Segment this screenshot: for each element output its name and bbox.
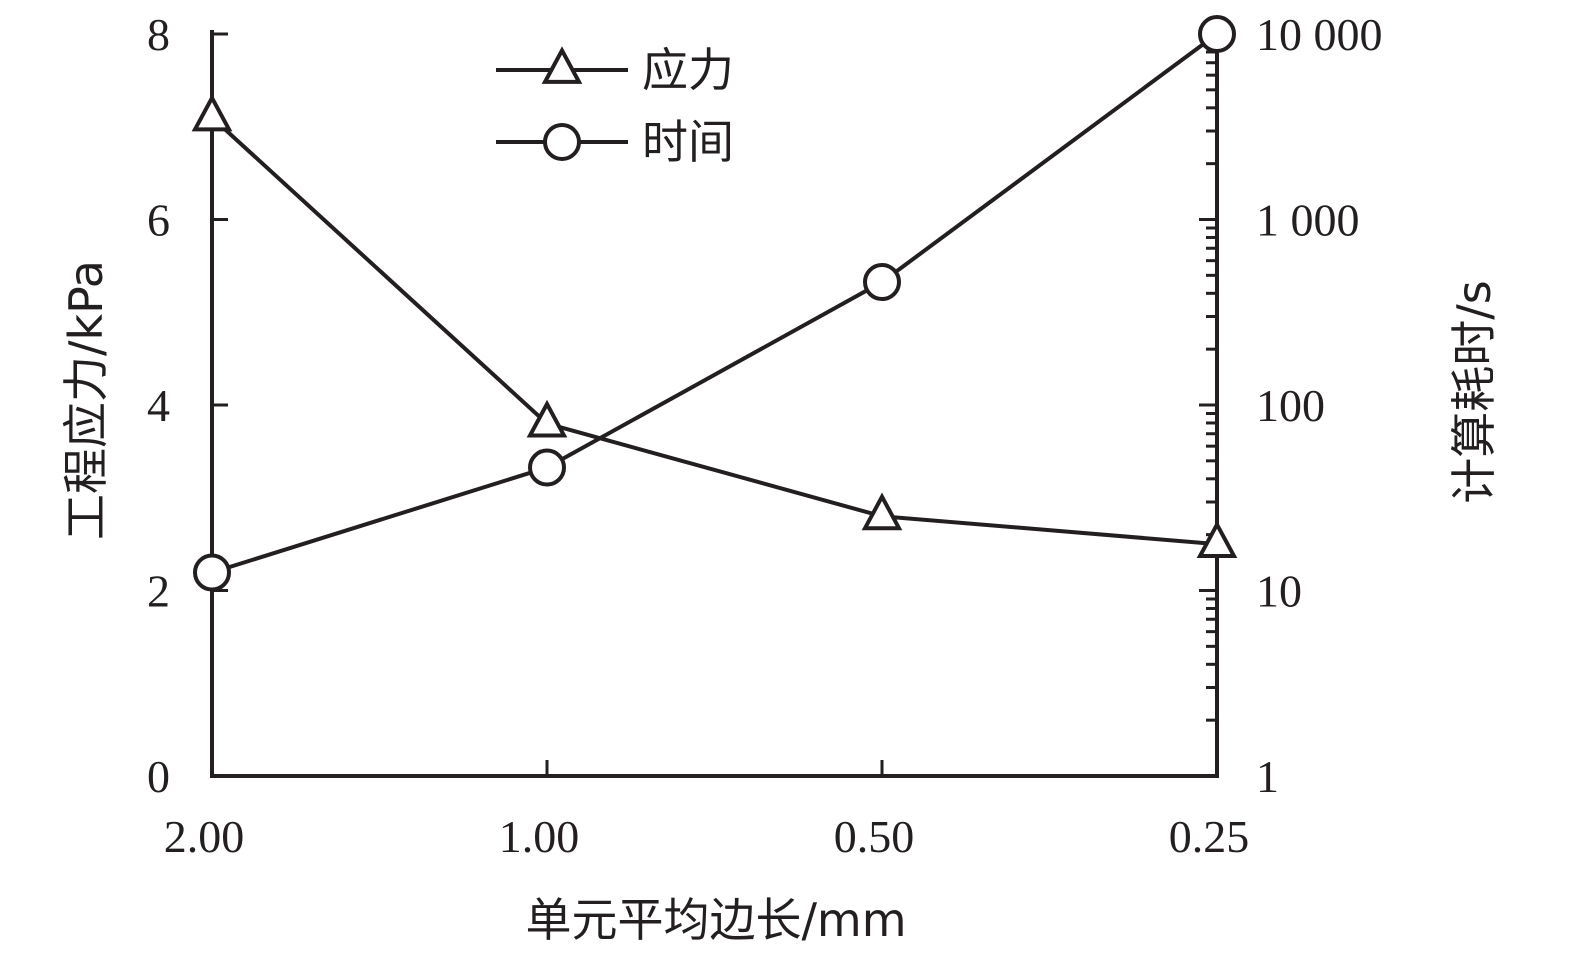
y-left-tick-label: 0 — [147, 751, 170, 802]
triangle-marker — [1196, 520, 1238, 559]
y-right-tick-label: 1 — [1256, 751, 1279, 802]
y-left-tick-label: 4 — [147, 380, 170, 431]
triangle-marker — [541, 46, 583, 84]
series-line-time — [211, 32, 1219, 575]
x-tick-label: 2.00 — [164, 811, 245, 862]
circle-marker — [193, 553, 231, 592]
y-right-tick-label: 1 000 — [1256, 195, 1360, 246]
series-group — [191, 15, 1238, 592]
y-right-axis-title: 计算耗时/s — [1447, 280, 1501, 503]
x-tick-label: 0.25 — [1169, 811, 1250, 862]
x-tick-label: 0.50 — [834, 811, 915, 862]
y-left-tick-label: 8 — [147, 9, 170, 60]
axes — [210, 30, 1219, 778]
legend-label: 时间 — [642, 115, 734, 169]
legend-label: 应力 — [642, 43, 734, 97]
circle-marker — [528, 448, 566, 487]
series-line-stress — [210, 115, 1218, 547]
triangle-marker — [191, 93, 233, 132]
y-left-tick-label: 2 — [147, 566, 170, 617]
y-left-tick-label: 6 — [147, 195, 170, 246]
y-right-tick-label: 100 — [1256, 380, 1325, 431]
circle-marker — [1198, 15, 1236, 53]
ticks: 0 2 4 6 8 2.00 1.00 0.50 0.251 10 100 1 000 10 000 — [147, 9, 1383, 862]
y-right-tick-label: 10 000 — [1256, 9, 1383, 60]
y-left-axis-title: 工程应力/kPa — [59, 260, 113, 540]
triangle-marker — [526, 399, 568, 438]
x-tick-label: 1.00 — [499, 811, 580, 862]
triangle-marker — [861, 492, 903, 531]
circle-marker — [863, 263, 901, 302]
y-right-tick-label: 10 — [1256, 566, 1302, 617]
circle-marker — [543, 123, 581, 161]
x-axis-title: 单元平均边长/mm — [525, 893, 906, 947]
